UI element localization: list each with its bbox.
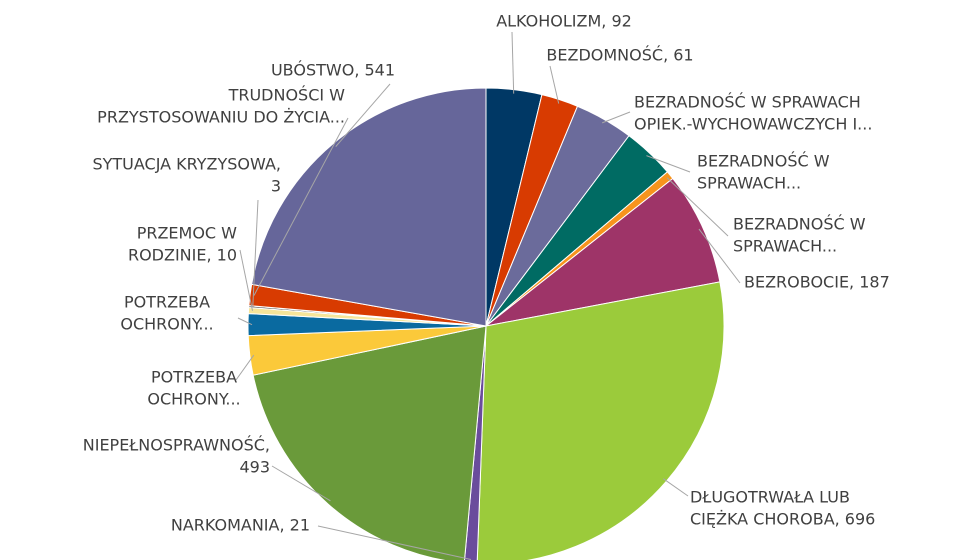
data-label: SPRAWACH... xyxy=(697,174,801,193)
data-label: CIĘŻKA CHOROBA, 696 xyxy=(690,510,875,529)
leader-line xyxy=(511,31,515,94)
pie-slice xyxy=(252,325,487,560)
leader-line xyxy=(252,199,259,307)
data-label: PRZYSTOSOWANIU DO ŻYCIA... xyxy=(97,108,345,127)
data-label: RODZINIE, 10 xyxy=(128,246,237,265)
leader-line xyxy=(239,249,253,311)
data-label: DŁUGOTRWAŁA LUB xyxy=(690,488,850,507)
data-label: TRUDNOŚCI W xyxy=(228,86,346,105)
data-label: UBÓSTWO, 541 xyxy=(271,61,395,80)
data-label: PRZEMOC W xyxy=(137,224,237,243)
data-label: NIEPEŁNOSPRAWNOŚĆ, xyxy=(83,436,270,455)
leader-line xyxy=(335,83,391,147)
data-label: 493 xyxy=(239,458,270,477)
data-label: POTRZEBA xyxy=(151,368,237,387)
data-label: SYTUACJA KRYZYSOWA, xyxy=(92,155,281,174)
leader-line xyxy=(271,465,331,502)
leader-line xyxy=(235,354,255,381)
leader-line xyxy=(317,525,472,560)
leader-line xyxy=(253,117,349,296)
pie-slice xyxy=(251,87,487,327)
data-label: ALKOHOLIZM, 92 xyxy=(496,12,632,31)
data-label: OPIEK.-WYCHOWAWCZYCH I... xyxy=(634,115,872,134)
data-label: OCHRONY... xyxy=(147,390,240,409)
data-label: SPRAWACH... xyxy=(733,237,837,256)
data-label: OCHRONY... xyxy=(120,315,213,334)
data-label: BEZRADNOŚĆ W xyxy=(697,152,830,171)
leader-line xyxy=(698,228,741,284)
data-label: BEZDOMNOŚĆ, 61 xyxy=(546,46,693,65)
leader-line xyxy=(601,111,631,124)
leader-line xyxy=(663,478,689,497)
data-label: BEZRADNOŚĆ W SPRAWACH xyxy=(634,93,861,112)
data-label: BEZRADNOŚĆ W xyxy=(733,215,866,234)
leader-line xyxy=(237,317,253,326)
data-label: NARKOMANIA, 21 xyxy=(171,516,310,535)
pie-slice xyxy=(476,281,725,560)
leader-line xyxy=(666,177,729,237)
data-label: 3 xyxy=(271,177,281,196)
pie-slice xyxy=(485,177,721,327)
data-label: POTRZEBA xyxy=(124,293,210,312)
leader-line xyxy=(549,65,560,104)
pie xyxy=(247,87,725,560)
labels: ALKOHOLIZM, 92 BEZDOMNOŚĆ, 61 BEZRADNOŚĆ W… xyxy=(83,12,890,560)
data-label: BEZROBOCIE, 187 xyxy=(744,273,890,292)
leader-line xyxy=(646,155,691,173)
